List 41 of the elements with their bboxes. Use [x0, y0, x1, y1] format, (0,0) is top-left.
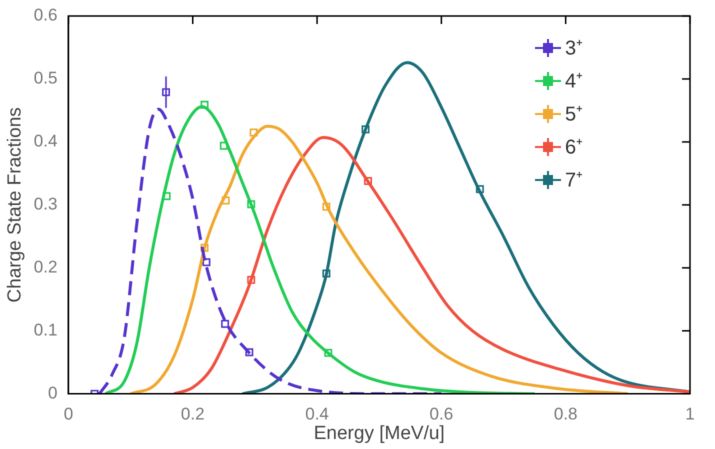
y-tick-label: 0.2: [34, 258, 58, 277]
point: [162, 88, 170, 96]
legend-label: 7⁺: [565, 170, 584, 192]
point: [476, 185, 484, 194]
point: [322, 202, 330, 211]
legend-label: 4⁺: [565, 70, 584, 93]
line-series: [240, 61, 690, 394]
point: [220, 142, 228, 150]
legend-label: 6⁺: [565, 136, 584, 159]
point: [250, 128, 258, 136]
x-tick-label: 0.4: [305, 404, 329, 424]
point: [200, 100, 209, 109]
legend-label: 3⁺: [565, 38, 584, 60]
point: [202, 258, 210, 266]
point: [245, 348, 254, 356]
x-tick-label: 0.2: [180, 404, 205, 424]
x-tick-label: 0.6: [430, 404, 454, 424]
line-series: [129, 124, 630, 394]
x-tick-label: 1: [685, 404, 695, 424]
point: [364, 176, 372, 185]
x-axis-title: Energy [MeV/u]: [314, 422, 445, 444]
y-tick-label: 0.3: [34, 194, 58, 214]
point: [247, 200, 256, 208]
point: [221, 320, 230, 328]
point: [247, 276, 256, 284]
y-axis-title: Charge State Fractions: [4, 107, 26, 303]
y-tick-label: 0: [48, 383, 58, 402]
x-tick-label: 0.8: [554, 404, 578, 424]
line-series: [172, 136, 690, 394]
legend-label: 5⁺: [565, 104, 584, 126]
y-tick-label: 0.6: [34, 6, 58, 25]
point: [362, 125, 370, 134]
point: [200, 244, 209, 252]
point: [322, 270, 330, 278]
point: [324, 348, 332, 357]
x-tick-label: 0: [64, 404, 74, 424]
y-tick-label: 0.1: [34, 320, 58, 340]
point: [222, 196, 230, 204]
y-tick-label: 0.5: [34, 68, 58, 88]
y-tick-label: 0.4: [34, 132, 58, 151]
point: [162, 192, 171, 200]
